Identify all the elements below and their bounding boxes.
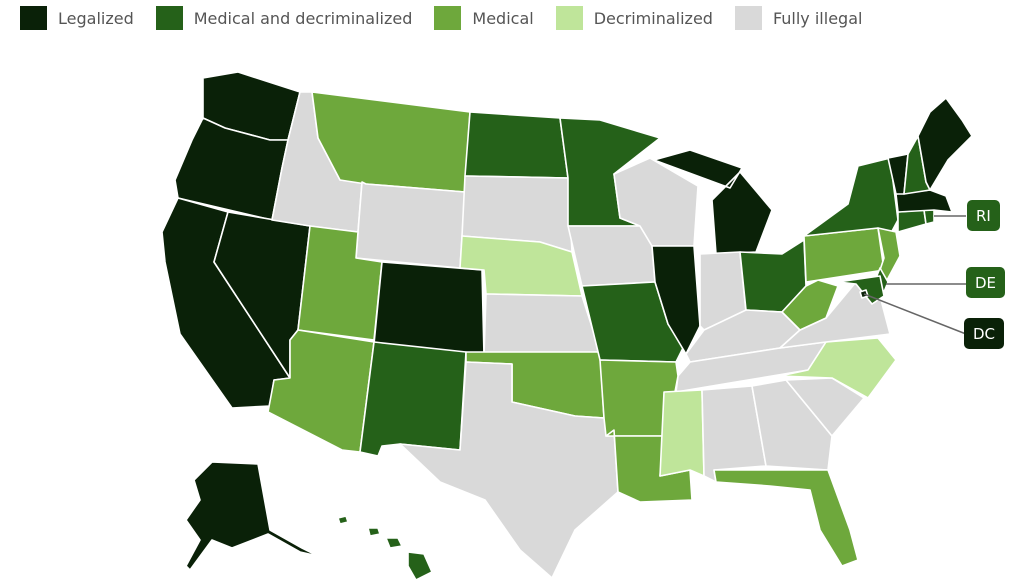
legend-swatch-legalized xyxy=(20,6,47,30)
callout-dc[interactable]: DC xyxy=(964,318,1005,349)
state-florida[interactable] xyxy=(713,469,859,567)
state-north-carolina[interactable] xyxy=(779,337,897,399)
state-iowa[interactable] xyxy=(567,225,656,287)
state-wyoming[interactable] xyxy=(355,181,466,269)
legend-item-legalized[interactable]: Legalized xyxy=(20,6,134,30)
state-west-virginia[interactable] xyxy=(781,279,839,331)
legend-swatch-medical-and-decriminalized xyxy=(155,6,183,30)
state-hawaii[interactable] xyxy=(337,515,433,581)
state-kansas[interactable] xyxy=(483,293,601,357)
state-rhode-island[interactable] xyxy=(923,209,935,225)
legend-swatch-fully-illegal xyxy=(734,6,762,30)
state-north-dakota[interactable] xyxy=(464,111,569,179)
legend-swatch-medical xyxy=(434,6,462,30)
callout-ri[interactable]: RI xyxy=(967,200,1000,231)
legend-swatch-decriminalized xyxy=(555,6,583,30)
legend-label-legalized: Legalized xyxy=(58,8,134,28)
legend-item-medical-and-decriminalized[interactable]: Medical and decriminalized xyxy=(155,6,413,30)
state-colorado[interactable] xyxy=(373,261,485,357)
state-new-mexico[interactable] xyxy=(359,341,467,457)
state-maine[interactable] xyxy=(917,97,973,191)
legend-label-decriminalized: Decriminalized xyxy=(593,8,713,28)
state-alaska[interactable] xyxy=(185,461,319,571)
legend-item-decriminalized[interactable]: Decriminalized xyxy=(555,6,713,30)
callout-line-dc xyxy=(863,293,967,335)
state-connecticut[interactable] xyxy=(897,209,927,233)
legend-item-medical[interactable]: Medical xyxy=(434,6,534,30)
state-mississippi[interactable] xyxy=(659,389,705,477)
callout-de[interactable]: DE xyxy=(966,267,1006,298)
legend-label-medical: Medical xyxy=(472,8,534,28)
state-south-carolina[interactable] xyxy=(785,377,865,437)
legend: Legalized Medical and decriminalized Med… xyxy=(20,6,884,30)
legend-item-fully-illegal[interactable]: Fully illegal xyxy=(734,6,863,30)
state-michigan[interactable] xyxy=(653,149,773,255)
state-pennsylvania[interactable] xyxy=(803,227,885,283)
state-georgia[interactable] xyxy=(751,379,833,471)
state-texas[interactable] xyxy=(399,361,619,579)
legend-label-medical-and-decriminalized: Medical and decriminalized xyxy=(193,8,413,28)
legend-label-fully-illegal: Fully illegal xyxy=(772,8,863,28)
